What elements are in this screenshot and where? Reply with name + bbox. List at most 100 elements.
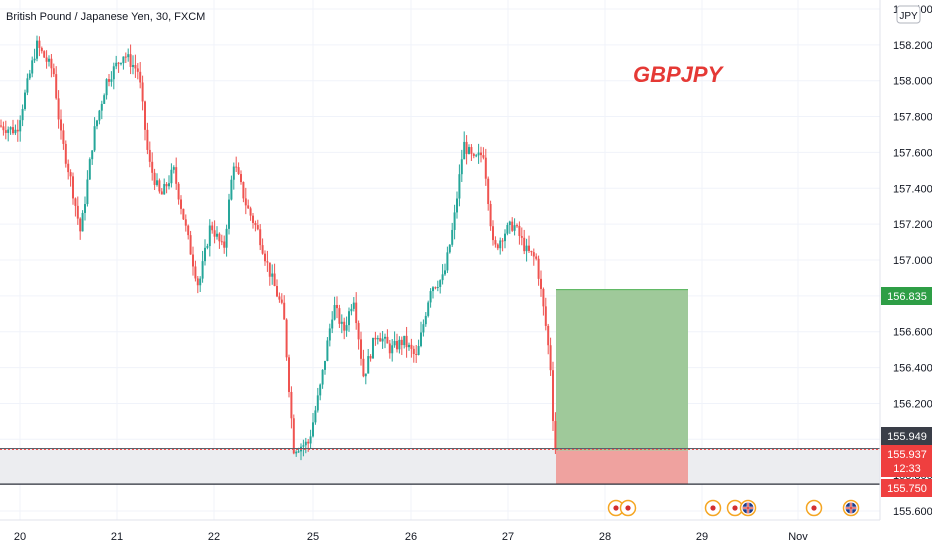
candle-body-178 [427, 302, 430, 316]
candle-body-110 [264, 253, 266, 262]
candle-body-22 [52, 68, 55, 75]
candle-body-156 [374, 337, 377, 340]
candle-body-10 [24, 92, 26, 109]
flag-japan-icon-0[interactable] [607, 499, 625, 517]
candle-body-32 [76, 205, 79, 219]
candle-body-210 [504, 233, 506, 242]
candle-body-208 [499, 240, 502, 249]
candle-body-200 [480, 152, 482, 156]
candle-body-36 [86, 179, 89, 205]
candle-body-158 [379, 338, 382, 342]
support-zone [0, 448, 880, 485]
currency-badge[interactable]: JPY [896, 5, 921, 24]
candle-body-68 [163, 184, 166, 195]
flag-japan-icon-2[interactable] [704, 499, 722, 517]
candle-body-228 [547, 325, 550, 346]
candle-body-117 [280, 299, 283, 303]
candle-body-59 [141, 82, 144, 102]
candle-body-189 [453, 212, 456, 230]
candle-body-6 [14, 129, 17, 134]
time-tick-5: 27 [502, 531, 514, 543]
candle-body-196 [470, 147, 473, 154]
flag-uk-icon-6[interactable] [842, 499, 860, 517]
candle-body-221 [530, 250, 533, 253]
candle-body-130 [312, 422, 314, 437]
candle-body-134 [321, 369, 324, 385]
candle-body-219 [525, 245, 528, 252]
candle-body-172 [412, 348, 415, 354]
candle-body-102 [244, 198, 247, 206]
candle-body-9 [21, 108, 24, 121]
candle-body-167 [400, 339, 403, 346]
candle-body-119 [285, 319, 288, 358]
candle-body-8 [19, 120, 22, 132]
candle-body-161 [386, 336, 389, 344]
candle-body-193 [463, 141, 466, 160]
flag-japan-icon-1[interactable] [619, 499, 637, 517]
candle-body-58 [139, 71, 142, 83]
candle-body-78 [187, 225, 190, 236]
candle-body-91 [218, 233, 221, 242]
candle-body-65 [156, 180, 158, 185]
candle-body-195 [468, 147, 470, 154]
candle-body-211 [506, 225, 509, 234]
candle-body-20 [48, 58, 50, 62]
candle-body-16 [38, 40, 41, 48]
candle-body-53 [127, 54, 130, 58]
candle-body-83 [199, 278, 202, 286]
candle-body-21 [50, 58, 53, 69]
candle-body-142 [340, 321, 343, 324]
candle-body-0 [0, 125, 2, 127]
loss-zone [556, 450, 688, 485]
candle-body-18 [43, 51, 46, 58]
candle-body-182 [436, 287, 439, 289]
candle-body-175 [420, 332, 422, 347]
candle-body-215 [516, 225, 518, 227]
candle-body-131 [314, 410, 317, 423]
candle-body-2 [4, 130, 7, 133]
candle-body-138 [331, 319, 334, 329]
candle-body-112 [268, 262, 271, 277]
last-price-label: 155.949 [887, 431, 927, 443]
candle-body-30 [72, 176, 74, 199]
candle-body-82 [196, 278, 199, 286]
flag-uk-icon-4[interactable] [739, 499, 757, 517]
candle-body-52 [124, 56, 127, 58]
time-axis-labels: 20 21 22 25 26 27 28 29 Nov [14, 531, 808, 543]
candle-body-41 [98, 110, 101, 121]
candle-body-113 [271, 273, 274, 277]
candle-body-192 [460, 159, 463, 175]
candle-body-191 [458, 174, 461, 199]
candle-body-29 [69, 172, 72, 177]
candle-body-197 [472, 153, 475, 156]
price-tick-11: 157.800 [893, 112, 932, 124]
candle-body-126 [302, 445, 305, 447]
candle-body-31 [74, 198, 77, 206]
economic-events[interactable] [607, 499, 860, 517]
candle-body-44 [105, 79, 108, 96]
stop-price-tag: 155.750 [881, 479, 932, 497]
flag-japan-icon-3[interactable] [726, 499, 744, 517]
chart-title: British Pound / Japanese Yen, 30, FXCM [6, 11, 205, 23]
candle-body-185 [444, 270, 446, 275]
candle-body-3 [7, 129, 10, 133]
candle-body-92 [220, 241, 223, 243]
candle-body-72 [172, 167, 175, 170]
candle-body-171 [410, 344, 413, 349]
candle-body-144 [345, 325, 348, 331]
long-position-tool[interactable] [556, 289, 688, 485]
flag-japan-icon-5[interactable] [805, 499, 823, 517]
candle-body-181 [434, 287, 437, 289]
candle-body-183 [439, 280, 442, 288]
candle-body-40 [96, 120, 98, 127]
candle-body-190 [456, 198, 458, 213]
candle-body-116 [278, 296, 281, 300]
candle-body-74 [177, 183, 180, 200]
candle-body-66 [158, 180, 161, 192]
price-tick-12: 158.000 [893, 76, 932, 88]
candle-body-55 [132, 65, 134, 67]
candle-body-186 [446, 252, 449, 271]
time-tick-2: 22 [208, 531, 220, 543]
candle-body-163 [391, 345, 394, 354]
